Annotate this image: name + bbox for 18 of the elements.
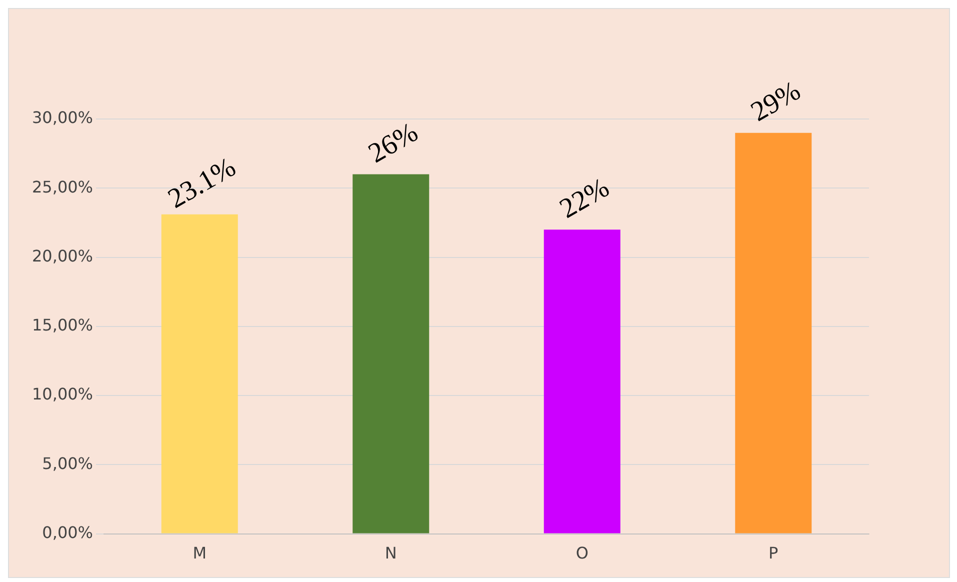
bar: [735, 132, 812, 534]
y-tick-label: 10,00%: [32, 384, 94, 404]
x-tick-label: P: [768, 544, 779, 563]
data-label: 22%: [554, 172, 615, 225]
x-tick-label: M: [192, 544, 207, 563]
y-tick-label: 0,00%: [42, 522, 94, 542]
data-label: 26%: [363, 116, 424, 170]
data-label: 29%: [746, 75, 806, 128]
x-tick-label: O: [576, 544, 588, 563]
y-tick-label: 25,00%: [32, 177, 94, 196]
bar: [161, 214, 238, 534]
y-tick-label: 20,00%: [32, 246, 94, 266]
x-tick-label: N: [384, 544, 397, 563]
y-tick-label: 15,00%: [32, 316, 94, 335]
bar: [544, 230, 620, 534]
y-tick-label: 30,00%: [32, 108, 94, 128]
y-tick-label: 5,00%: [42, 454, 94, 473]
bar: [352, 174, 430, 534]
